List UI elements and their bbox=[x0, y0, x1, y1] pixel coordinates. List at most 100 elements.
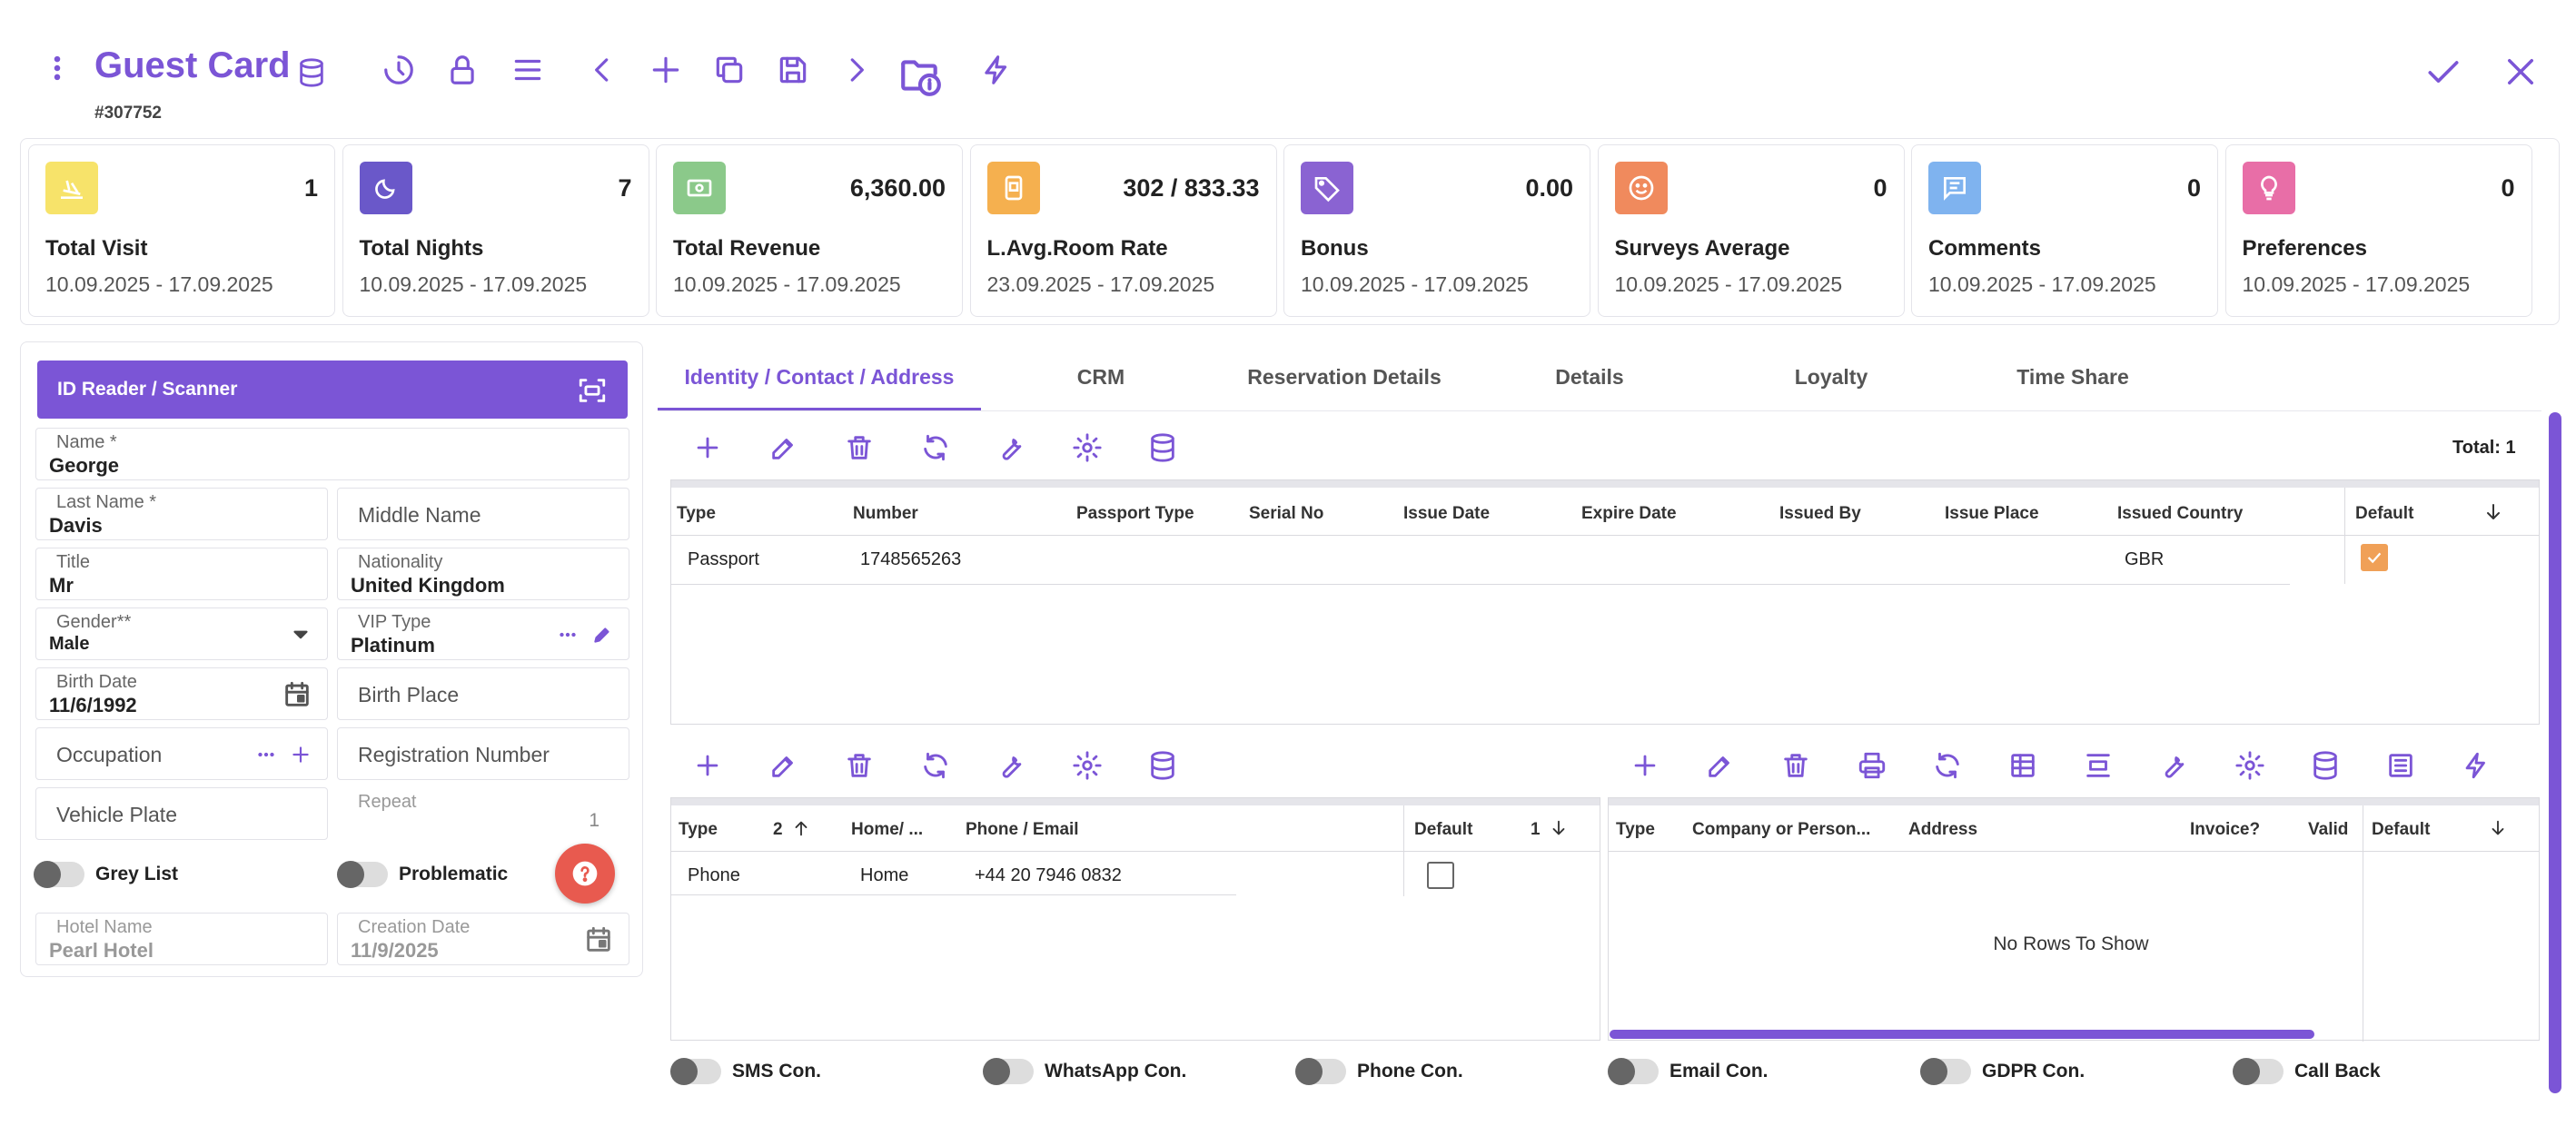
consent-toggle[interactable]: Email Con. bbox=[1608, 1058, 1769, 1085]
arrow-up-icon[interactable] bbox=[791, 816, 811, 840]
vehicle-plate-field[interactable]: Vehicle Plate bbox=[35, 787, 328, 840]
col-issue-place[interactable]: Issue Place bbox=[1945, 504, 2039, 523]
menu-icon[interactable] bbox=[510, 53, 545, 87]
edit-icon[interactable] bbox=[768, 750, 799, 781]
toggle-switch[interactable] bbox=[2233, 1058, 2284, 1085]
more-horizontal-icon[interactable] bbox=[556, 623, 580, 647]
print-icon[interactable] bbox=[1857, 750, 1887, 781]
settings-icon[interactable] bbox=[1072, 432, 1103, 463]
col-issue-date[interactable]: Issue Date bbox=[1403, 504, 1491, 523]
col-type[interactable]: Type bbox=[677, 504, 716, 523]
stat-card[interactable]: 7 Total Nights 10.09.2025 - 17.09.2025 bbox=[342, 144, 649, 317]
nationality-field[interactable]: Nationality United Kingdom bbox=[337, 548, 629, 600]
align-center-icon[interactable] bbox=[2083, 750, 2114, 781]
toggle-switch[interactable] bbox=[1295, 1058, 1346, 1085]
stat-card[interactable]: 0 Preferences 10.09.2025 - 17.09.2025 bbox=[2224, 144, 2532, 317]
gender-select[interactable]: Gender** Male bbox=[35, 607, 328, 660]
plus-icon[interactable] bbox=[649, 53, 683, 87]
lock-icon[interactable] bbox=[445, 53, 480, 87]
chevron-right-icon[interactable] bbox=[839, 53, 874, 87]
col-issued-by[interactable]: Issued By bbox=[1779, 504, 1861, 523]
col-expire-date[interactable]: Expire Date bbox=[1581, 504, 1677, 523]
close-icon[interactable] bbox=[2502, 53, 2540, 91]
excel-icon[interactable] bbox=[2007, 750, 2038, 781]
col-type[interactable]: Type bbox=[1616, 820, 1655, 839]
settings-icon[interactable] bbox=[2234, 750, 2265, 781]
vertical-scrollbar[interactable] bbox=[2549, 412, 2561, 1093]
trash-icon[interactable] bbox=[844, 432, 875, 463]
check-icon[interactable] bbox=[2423, 53, 2463, 93]
col-default[interactable]: Default bbox=[1414, 820, 1473, 839]
more-horizontal-icon[interactable] bbox=[254, 743, 278, 766]
tab-reservation-details[interactable]: Reservation Details bbox=[1247, 365, 1442, 389]
problematic-toggle[interactable]: Problematic bbox=[337, 861, 508, 888]
grey-list-toggle[interactable]: Grey List bbox=[34, 861, 178, 888]
help-button[interactable] bbox=[555, 844, 615, 904]
tab-loyalty[interactable]: Loyalty bbox=[1794, 365, 1868, 389]
toggle-switch[interactable] bbox=[1608, 1058, 1659, 1085]
stat-card[interactable]: 6,360.00 Total Revenue 10.09.2025 - 17.09.… bbox=[656, 144, 963, 317]
col-home[interactable]: Home/ ... bbox=[851, 820, 924, 839]
more-vertical-icon[interactable] bbox=[42, 53, 73, 84]
col-valid[interactable]: Valid bbox=[2308, 820, 2349, 839]
database-icon[interactable] bbox=[296, 56, 327, 89]
database-icon[interactable] bbox=[1147, 750, 1178, 781]
database-icon[interactable] bbox=[2310, 750, 2341, 781]
refresh-icon[interactable] bbox=[920, 432, 951, 463]
refresh-icon[interactable] bbox=[1932, 750, 1963, 781]
database-icon[interactable] bbox=[1147, 432, 1178, 463]
stat-card[interactable]: 1 Total Visit 10.09.2025 - 17.09.2025 bbox=[28, 144, 335, 317]
birth-place-field[interactable]: Birth Place bbox=[337, 667, 629, 720]
col-address[interactable]: Address bbox=[1908, 820, 1978, 839]
middle-name-field[interactable]: Middle Name bbox=[337, 488, 629, 540]
arrow-down-icon[interactable] bbox=[2482, 500, 2504, 524]
folder-info-icon[interactable] bbox=[897, 53, 943, 98]
vip-type-field[interactable]: VIP Type Platinum bbox=[337, 607, 629, 660]
col-serial-no[interactable]: Serial No bbox=[1249, 504, 1324, 523]
last-name-field[interactable]: Last Name * Davis bbox=[35, 488, 328, 540]
stat-card[interactable]: 0.00 Bonus 10.09.2025 - 17.09.2025 bbox=[1283, 144, 1590, 317]
arrow-down-icon[interactable] bbox=[2488, 816, 2508, 840]
toggle-switch[interactable] bbox=[34, 861, 84, 888]
lightning-icon[interactable] bbox=[2461, 750, 2492, 781]
stat-card[interactable]: 0 Surveys Average 10.09.2025 - 17.09.2025 bbox=[1597, 144, 1905, 317]
tab-crm[interactable]: CRM bbox=[1076, 365, 1125, 389]
edit-icon[interactable] bbox=[1705, 750, 1736, 781]
col-invoice[interactable]: Invoice? bbox=[2190, 820, 2261, 839]
trash-icon[interactable] bbox=[1780, 750, 1811, 781]
tab-identity[interactable]: Identity / Contact / Address bbox=[658, 363, 981, 410]
plus-icon[interactable] bbox=[692, 432, 723, 463]
col-phone-email[interactable]: Phone / Email bbox=[966, 820, 1079, 839]
title-field[interactable]: Title Mr bbox=[35, 548, 328, 600]
default-checkbox[interactable] bbox=[2361, 544, 2388, 571]
occupation-field[interactable]: Occupation bbox=[35, 727, 328, 780]
settings-icon[interactable] bbox=[1072, 750, 1103, 781]
consent-toggle[interactable]: WhatsApp Con. bbox=[983, 1058, 1186, 1085]
tab-time-share[interactable]: Time Share bbox=[2016, 365, 2129, 389]
refresh-icon[interactable] bbox=[920, 750, 951, 781]
chevron-left-icon[interactable] bbox=[585, 53, 619, 87]
col-default[interactable]: Default bbox=[2372, 820, 2431, 839]
save-icon[interactable] bbox=[776, 53, 810, 87]
col-issued-country[interactable]: Issued Country bbox=[2117, 504, 2244, 523]
registration-number-field[interactable]: Registration Number bbox=[337, 727, 629, 780]
consent-toggle[interactable]: GDPR Con. bbox=[1920, 1058, 2085, 1085]
stat-card[interactable]: 0 Comments 10.09.2025 - 17.09.2025 bbox=[1911, 144, 2218, 317]
edit-pencil-icon[interactable] bbox=[590, 623, 614, 647]
default-checkbox[interactable] bbox=[1427, 862, 1454, 889]
horizontal-scrollbar[interactable] bbox=[1610, 1030, 2314, 1039]
col-default[interactable]: Default bbox=[2355, 504, 2414, 523]
wrench-icon[interactable] bbox=[996, 432, 1026, 463]
wrench-icon[interactable] bbox=[2158, 750, 2189, 781]
toggle-switch[interactable] bbox=[983, 1058, 1034, 1085]
copy-icon[interactable] bbox=[712, 53, 747, 87]
trash-icon[interactable] bbox=[844, 750, 875, 781]
toggle-switch[interactable] bbox=[337, 861, 388, 888]
lightning-icon[interactable] bbox=[979, 53, 1014, 87]
col-passport-type[interactable]: Passport Type bbox=[1076, 504, 1194, 523]
col-company-person[interactable]: Company or Person... bbox=[1692, 820, 1871, 839]
toggle-switch[interactable] bbox=[670, 1058, 721, 1085]
calendar-icon[interactable] bbox=[282, 679, 312, 710]
list-icon[interactable] bbox=[2385, 750, 2416, 781]
history-icon[interactable] bbox=[381, 53, 416, 87]
